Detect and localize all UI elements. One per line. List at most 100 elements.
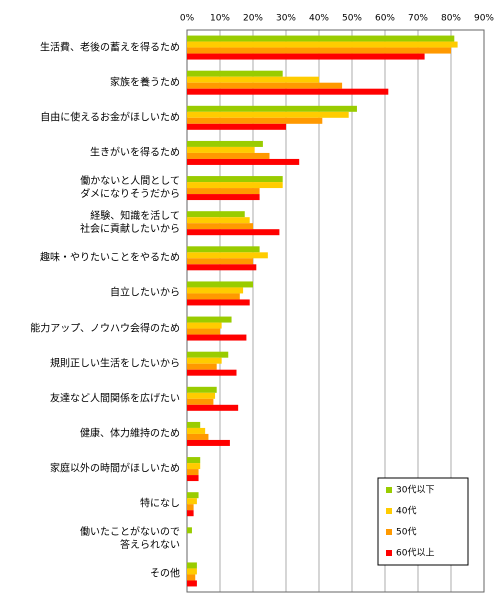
bar <box>187 498 197 505</box>
y-tick-label: 健康、体力維持のため <box>80 428 180 440</box>
bar <box>187 386 217 393</box>
y-tick-label: 働いたことがないので 答えられない <box>80 527 180 552</box>
bar <box>187 158 300 165</box>
bar <box>187 140 263 147</box>
bar <box>187 70 283 77</box>
bar <box>187 463 201 470</box>
x-tick-label: 60% <box>375 14 395 24</box>
legend-label: 30代以下 <box>396 485 434 496</box>
x-tick-label: 0% <box>180 14 195 24</box>
y-tick-label: 趣味・やりたいことをやるため <box>40 252 180 264</box>
bar <box>187 322 222 329</box>
y-tick-label: 特になし <box>140 498 180 510</box>
bar <box>187 217 250 224</box>
bar <box>187 41 458 48</box>
bar <box>187 421 201 428</box>
bar <box>187 398 214 405</box>
bar <box>187 299 250 306</box>
legend: 30代以下 40代 50代 60代以上 <box>377 477 469 566</box>
bar <box>187 574 196 581</box>
bar <box>187 363 217 370</box>
legend-swatch <box>386 487 392 493</box>
bar <box>187 369 237 376</box>
bar <box>187 182 283 189</box>
y-tick-label: 生きがいを得るため <box>90 147 180 159</box>
bar <box>187 469 199 476</box>
y-tick-label: 自立したいから <box>110 287 180 299</box>
bar <box>187 404 239 411</box>
legend-swatch <box>386 550 392 556</box>
bar <box>187 246 260 253</box>
y-tick-label: 家族を養うため <box>110 77 180 89</box>
bar <box>187 176 283 183</box>
bar <box>187 211 245 218</box>
y-tick-label: 生活費、老後の蓄えを得るため <box>40 42 180 54</box>
bar <box>187 117 323 124</box>
legend-label: 50代 <box>396 527 416 538</box>
y-tick-label: 働かないと人間として ダメになりそうだから <box>80 176 180 201</box>
bar <box>187 223 253 230</box>
x-tick-label: 90% <box>474 14 494 24</box>
bar <box>187 152 270 159</box>
y-tick-label: 経験、知識を活して 社会に貢献したいから <box>80 211 180 236</box>
bar <box>187 457 201 464</box>
y-tick-label: 規則正しい生活をしたいから <box>50 358 180 370</box>
bar <box>187 53 425 60</box>
bar <box>187 82 343 89</box>
bar <box>187 76 319 83</box>
y-tick-label: 友達など人間関係を広げたい <box>50 393 180 405</box>
legend-label: 60代以上 <box>396 548 434 559</box>
bar <box>187 392 216 399</box>
x-tick-label: 70% <box>408 14 428 24</box>
y-tick-label: 能力アップ、ノウハウ会得のため <box>30 323 180 335</box>
legend-label: 40代 <box>396 506 416 517</box>
y-tick-label: 家庭以外の時間がほしいため <box>50 463 180 475</box>
y-tick-label: 自由に使えるお金がほしいため <box>40 112 180 124</box>
bar <box>187 334 247 341</box>
bar <box>187 316 232 323</box>
bar <box>187 510 194 517</box>
bar <box>187 580 197 587</box>
bar <box>187 328 220 335</box>
bar <box>187 568 197 575</box>
bar <box>187 433 209 440</box>
y-tick-label: その他 <box>150 568 180 580</box>
bar <box>187 281 253 288</box>
bar <box>187 188 260 195</box>
bar <box>187 357 222 364</box>
bar <box>187 264 257 271</box>
bar <box>187 88 389 95</box>
bar <box>187 258 253 265</box>
x-tick-label: 50% <box>342 14 362 24</box>
bar <box>187 562 197 569</box>
x-tick-label: 10% <box>210 14 230 24</box>
bar <box>187 252 268 259</box>
legend-swatch <box>386 508 392 514</box>
legend-swatch <box>386 529 392 535</box>
x-tick-label: 40% <box>309 14 329 24</box>
plot-border <box>186 29 485 593</box>
bar <box>187 504 194 511</box>
bar <box>187 111 349 118</box>
legend-box <box>377 477 469 566</box>
bar <box>187 427 206 434</box>
bar <box>187 146 255 153</box>
bar <box>187 492 199 499</box>
bar <box>187 439 230 446</box>
x-tick-label: 80% <box>441 14 461 24</box>
x-tick-label: 30% <box>276 14 296 24</box>
bar <box>187 35 455 42</box>
bar <box>187 105 357 112</box>
x-tick-label: 20% <box>243 14 263 24</box>
bar <box>187 293 240 300</box>
bar <box>187 287 244 294</box>
bar <box>187 194 260 201</box>
bar <box>187 475 199 482</box>
bar <box>187 123 286 130</box>
bar <box>187 351 229 358</box>
bar <box>187 527 192 534</box>
bar <box>187 47 451 54</box>
bar <box>187 229 280 236</box>
